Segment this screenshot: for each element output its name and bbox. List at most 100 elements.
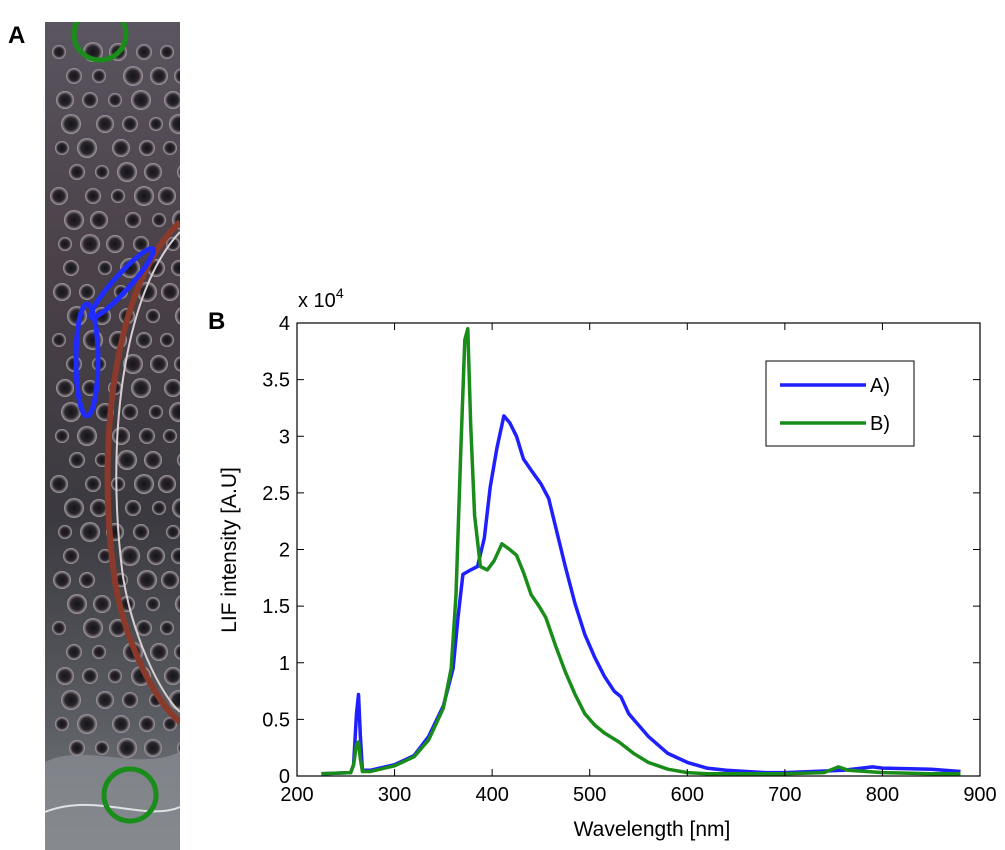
surface-dimple [122, 692, 138, 708]
surface-dimple [64, 498, 84, 518]
surface-dimple [85, 188, 101, 204]
surface-dimple [58, 525, 72, 539]
surface-dimple [95, 741, 109, 755]
surface-dimple [139, 428, 155, 444]
surface-dimple [56, 91, 74, 109]
surface-dimple [131, 90, 151, 110]
x-tick-label: 700 [768, 784, 801, 806]
series-line-b [321, 326, 961, 776]
surface-dimple [112, 139, 130, 157]
surface-dimple [82, 92, 98, 108]
panel-label-b: B [208, 308, 226, 335]
surface-dimple [139, 716, 155, 732]
surface-dimple [50, 187, 68, 205]
surface-dimple [79, 284, 95, 300]
surface-dimple [158, 187, 176, 205]
x-tick-label: 800 [866, 784, 899, 806]
surface-dimple [161, 283, 179, 301]
surface-dimple [69, 164, 85, 180]
surface-dimple [146, 309, 160, 323]
surface-dimple [61, 402, 81, 422]
surface-dimple [174, 68, 180, 84]
surface-dimple [160, 621, 174, 635]
x-tick-label: 300 [378, 784, 411, 806]
green-circle-marker [101, 766, 159, 824]
surface-dimple [171, 260, 180, 276]
x-tick-label: 600 [671, 784, 704, 806]
y-tick-label: 2 [279, 540, 290, 562]
surface-dimple [50, 475, 68, 493]
surface-dimple [125, 212, 141, 228]
surface-dimple [63, 260, 79, 276]
surface-dimple [83, 618, 103, 638]
y-tick-label: 1 [279, 653, 290, 675]
surface-dimple [69, 740, 85, 756]
x-tick-label: 900 [963, 784, 996, 806]
surface-dimple [175, 595, 180, 613]
surface-dimple [80, 522, 100, 542]
surface-dimple [169, 114, 180, 134]
surface-dimple [117, 162, 137, 182]
surface-dimple [163, 141, 177, 155]
surface-dimple [120, 258, 140, 278]
surface-dimple [133, 524, 149, 540]
x-tick-label: 400 [475, 784, 508, 806]
blue-ellipse-marker [73, 301, 101, 419]
surface-dimple [150, 67, 168, 85]
surface-dimple [77, 426, 97, 446]
surface-dimple [53, 283, 71, 301]
surface-dimple [93, 595, 111, 613]
surface-dimple [134, 186, 154, 206]
y-tick-label: 3 [279, 426, 290, 448]
surface-dimple [149, 117, 163, 131]
surface-dimple [144, 739, 162, 757]
surface-dimple [137, 570, 157, 590]
surface-dimple [117, 738, 137, 758]
surface-dimple [160, 45, 174, 59]
surface-dimple [174, 356, 180, 372]
surface-dimple [133, 236, 149, 252]
surface-dimple [56, 379, 74, 397]
surface-dimple [95, 165, 109, 179]
surface-dimple [61, 114, 81, 134]
surface-dimple [56, 667, 74, 685]
y-tick-label: 2.5 [262, 483, 290, 505]
surface-dimple [108, 669, 122, 683]
surface-dimple [66, 644, 82, 660]
surface-dimple [64, 210, 84, 230]
surface-dimple [164, 91, 180, 109]
surface-dimple [52, 621, 66, 635]
x-axis-label: Wavelength [nm] [574, 818, 731, 841]
surface-dimple [90, 211, 108, 229]
surface-dimple [55, 429, 69, 443]
surface-dimple [66, 68, 82, 84]
surface-dimple [52, 333, 66, 347]
surface-dimple [55, 717, 69, 731]
surface-dimple [152, 213, 166, 227]
surface-dimple [120, 546, 140, 566]
surface-dimple [163, 717, 177, 731]
surface-dimple [125, 500, 141, 516]
surface-dimple [163, 429, 177, 443]
x-tick-label: 500 [573, 784, 606, 806]
blue-ellipse-marker [88, 245, 156, 321]
surface-dimple [177, 741, 180, 755]
surface-dimple [149, 405, 163, 419]
surface-dimple [96, 115, 114, 133]
surface-dimple [146, 597, 160, 611]
surface-dimple [108, 93, 122, 107]
surface-dimple [136, 620, 152, 636]
x-tick-label: 200 [280, 784, 313, 806]
surface-dimple [117, 450, 137, 470]
surface-dimple [136, 332, 152, 348]
surface-dimple [92, 645, 106, 659]
surface-dimple [85, 476, 101, 492]
legend-label: A) [870, 375, 890, 397]
surface-dimple [61, 690, 81, 710]
y-axis-label: LIF intensity [A.U] [218, 467, 241, 633]
surface-dimple [177, 453, 180, 467]
surface-dimple [82, 668, 98, 684]
y-multiplier-label: x 104 [298, 285, 344, 312]
panel-label-a: A [8, 22, 26, 49]
